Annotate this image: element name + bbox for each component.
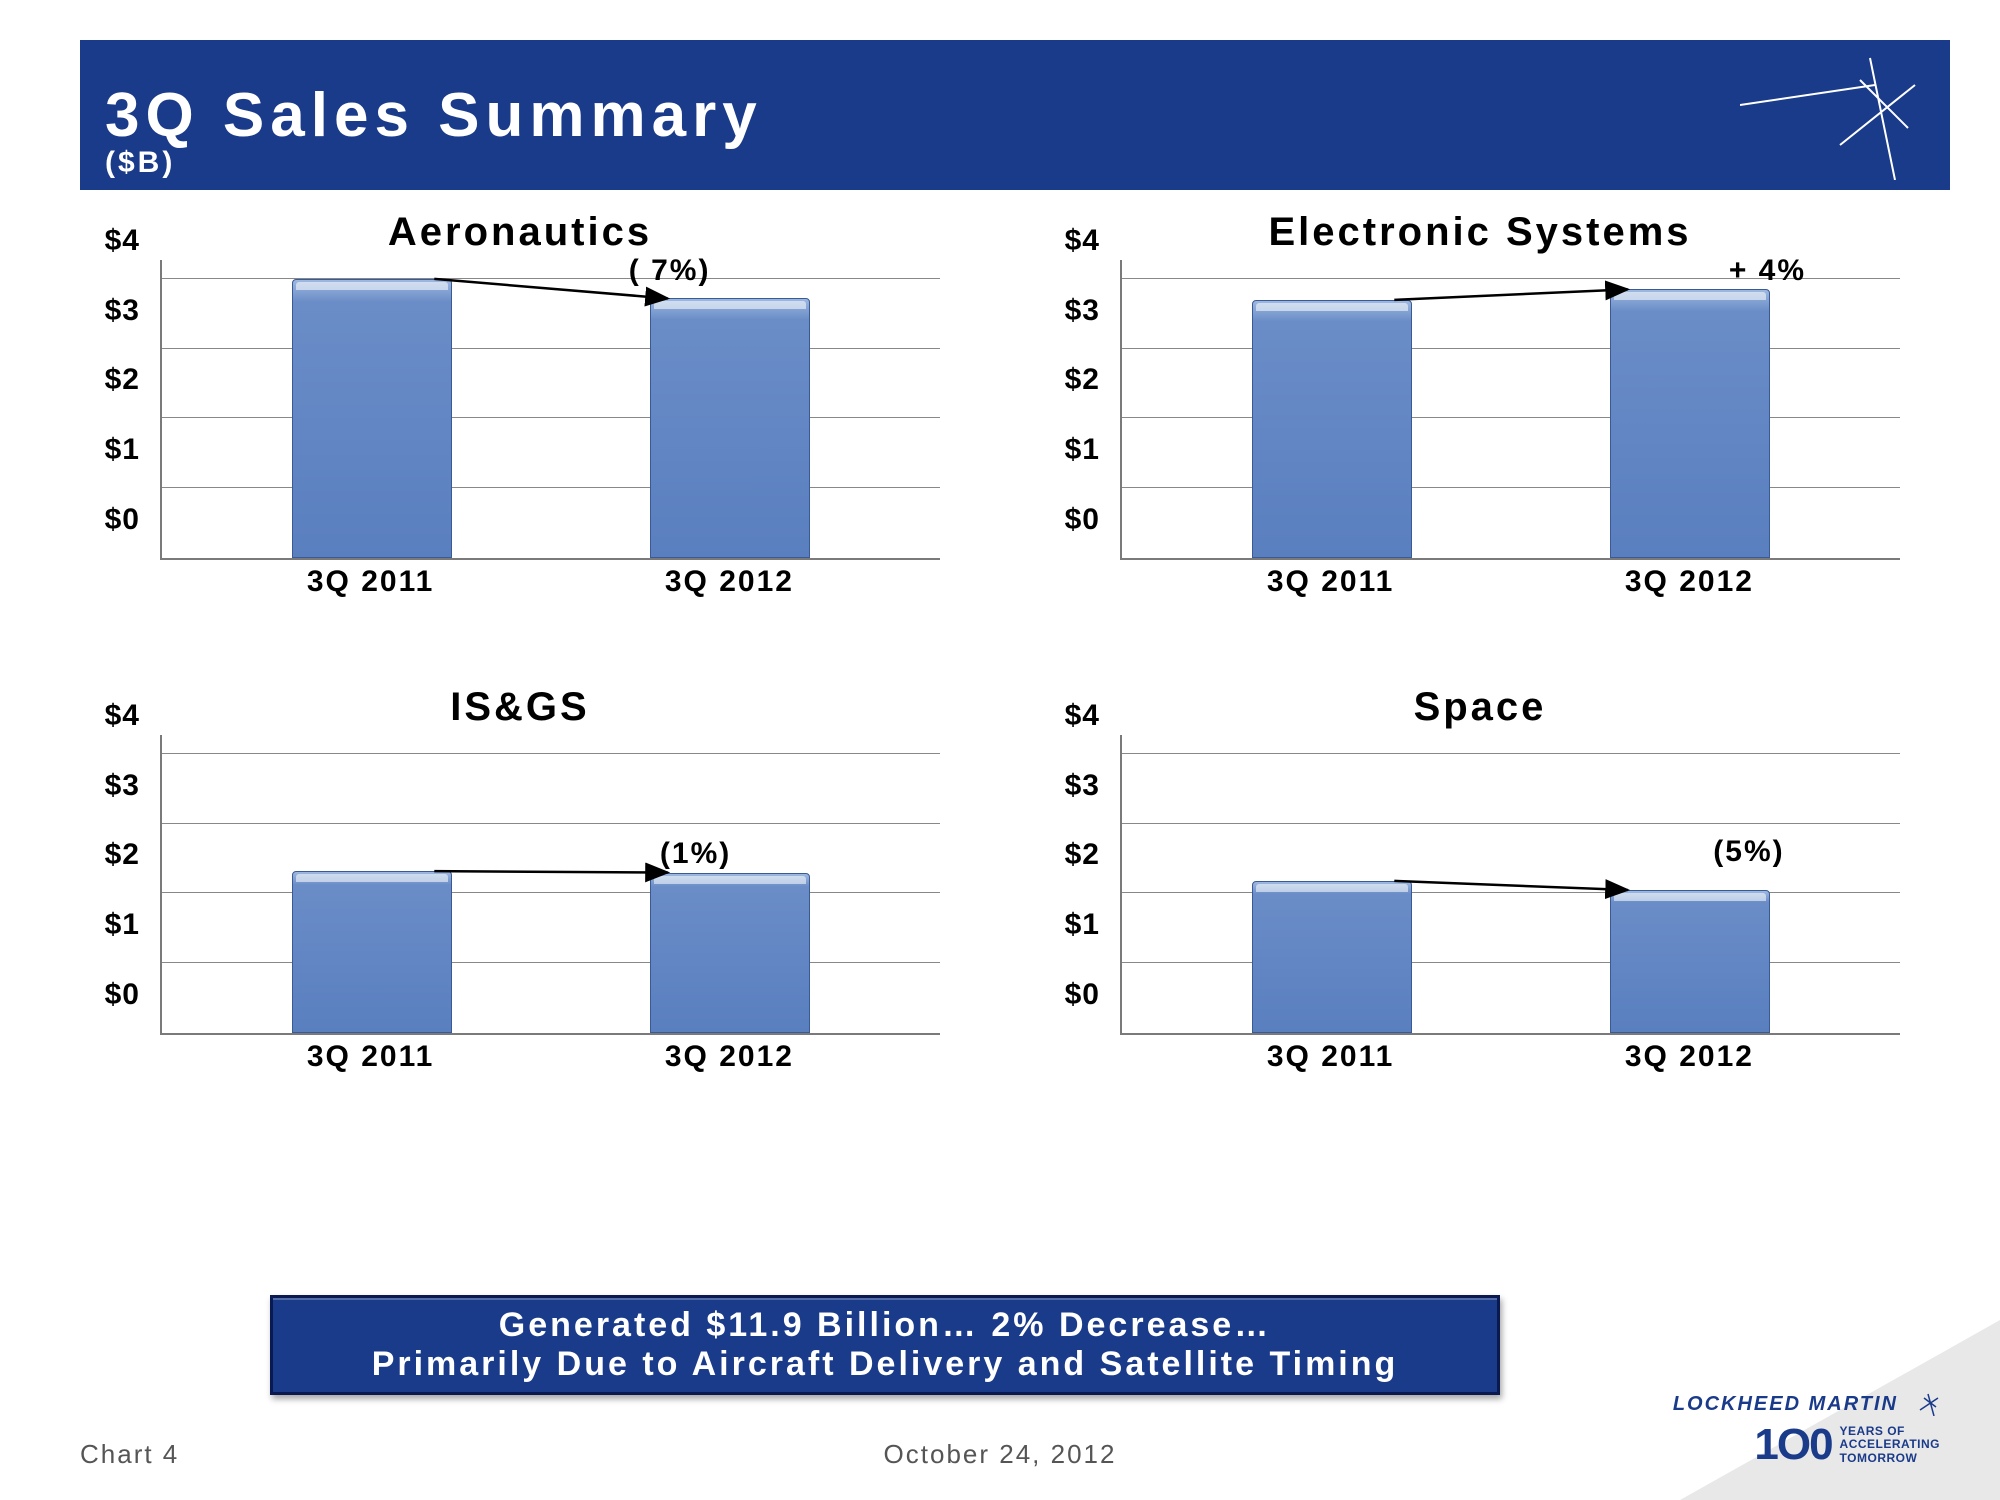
trend-arrow <box>1122 735 1900 1035</box>
company-name: LOCKHEED MARTIN <box>1673 1393 1898 1416</box>
y-tick-label: $1 <box>1065 433 1100 467</box>
trend-arrow <box>162 735 940 1035</box>
gridline <box>1122 962 1900 963</box>
gridline <box>162 962 940 963</box>
y-tick-label: $0 <box>1065 978 1100 1012</box>
x-tick-label: 3Q 2012 <box>665 1040 794 1074</box>
gridline <box>162 487 940 488</box>
y-tick-label: $0 <box>105 503 140 537</box>
y-tick-label: $2 <box>1065 363 1100 397</box>
y-tick-label: $3 <box>105 294 140 328</box>
y-tick-label: $0 <box>105 978 140 1012</box>
change-label: + 4% <box>1729 254 1806 288</box>
chart-title: Aeronautics <box>80 210 960 255</box>
gridline <box>1122 417 1900 418</box>
chart-area: $0$1$2$3$4( 7%)3Q 20113Q 2012 <box>160 260 940 600</box>
gridline <box>162 892 940 893</box>
y-tick-label: $1 <box>105 433 140 467</box>
footer-company-logo: LOCKHEED MARTIN 1O0 YEARS OF ACCELERATIN… <box>1673 1392 1940 1470</box>
gridline <box>162 278 940 279</box>
x-tick-label: 3Q 2011 <box>1267 1040 1394 1074</box>
chart-title: Space <box>1040 685 1920 730</box>
gridline <box>1122 753 1900 754</box>
chart-title: Electronic Systems <box>1040 210 1920 255</box>
y-axis: $0$1$2$3$4 <box>80 260 150 560</box>
y-tick-label: $2 <box>1065 838 1100 872</box>
bar <box>650 873 810 1033</box>
x-tick-label: 3Q 2011 <box>1267 565 1394 599</box>
y-axis: $0$1$2$3$4 <box>80 735 150 1035</box>
x-tick-label: 3Q 2011 <box>307 565 434 599</box>
lockheed-star-icon-small <box>1904 1392 1940 1416</box>
chart-panel: Electronic Systems$0$1$2$3$4+ 4%3Q 20113… <box>1040 210 1920 655</box>
y-tick-label: $1 <box>105 908 140 942</box>
anniversary-number: 1O0 <box>1754 1420 1831 1470</box>
y-tick-label: $4 <box>1065 224 1100 258</box>
bar <box>292 871 452 1033</box>
y-tick-label: $1 <box>1065 908 1100 942</box>
chart-panel: Space $0 $1 $2 $3 $4 (5%) 3Q 2011 3Q 2012 <box>1040 685 1920 1130</box>
footer-chart-number: Chart 4 <box>80 1439 179 1470</box>
bar <box>1252 881 1412 1033</box>
summary-line-2: Primarily Due to Aircraft Delivery and S… <box>293 1345 1477 1384</box>
slide-title: 3Q Sales Summary <box>105 80 763 151</box>
x-tick-label: 3Q 2011 <box>307 1040 434 1074</box>
anniversary-tagline: YEARS OF ACCELERATING TOMORROW <box>1840 1425 1940 1465</box>
change-label: (5%) <box>1713 835 1784 869</box>
y-tick-label: $2 <box>105 363 140 397</box>
change-label: ( 7%) <box>629 254 711 288</box>
chart-area: $0$1$2$3$4(5%)3Q 20113Q 2012 <box>1120 735 1900 1075</box>
lockheed-star-icon <box>1740 50 1920 180</box>
trend-arrow <box>1122 260 1900 560</box>
x-axis: 3Q 2011 3Q 2012 <box>1120 565 1900 605</box>
gridline <box>162 348 940 349</box>
x-axis: 3Q 2011 3Q 2012 <box>1120 1040 1900 1080</box>
gridline <box>1122 348 1900 349</box>
plot-region: + 4% <box>1120 260 1900 560</box>
y-tick-label: $4 <box>105 224 140 258</box>
plot-region: (1%) <box>160 735 940 1035</box>
summary-callout: Generated $11.9 Billion… 2% Decrease… Pr… <box>270 1295 1500 1395</box>
chart-panel: IS&GS $0 $1 $2 $3 $4 (1%) 3Q 2011 3Q 2012 <box>80 685 960 1130</box>
bar <box>1252 300 1412 558</box>
y-tick-label: $2 <box>105 838 140 872</box>
plot-region: ( 7%) <box>160 260 940 560</box>
gridline <box>162 753 940 754</box>
chart-area: $0$1$2$3$4+ 4%3Q 20113Q 2012 <box>1120 260 1900 600</box>
chart-title: IS&GS <box>80 685 960 730</box>
y-tick-label: $4 <box>105 699 140 733</box>
y-tick-label: $0 <box>1065 503 1100 537</box>
gridline <box>162 823 940 824</box>
x-axis: 3Q 2011 3Q 2012 <box>160 565 940 605</box>
bar <box>650 298 810 558</box>
charts-grid: Aeronautics $0 $1 $2 $3 $4 ( 7%) 3Q 2011 3Q 2012… <box>80 210 1920 1130</box>
y-axis: $0$1$2$3$4 <box>1040 260 1110 560</box>
y-tick-label: $4 <box>1065 699 1100 733</box>
x-tick-label: 3Q 2012 <box>1625 1040 1754 1074</box>
y-tick-label: $3 <box>1065 294 1100 328</box>
slide-header: 3Q Sales Summary ($B) <box>80 40 1950 190</box>
y-tick-label: $3 <box>1065 769 1100 803</box>
chart-area: $0$1$2$3$4(1%)3Q 20113Q 2012 <box>160 735 940 1075</box>
gridline <box>1122 823 1900 824</box>
chart-panel: Aeronautics $0 $1 $2 $3 $4 ( 7%) 3Q 2011 3Q 2012 <box>80 210 960 655</box>
slide-subtitle: ($B) <box>105 146 175 180</box>
trend-arrow <box>162 260 940 560</box>
y-tick-label: $3 <box>105 769 140 803</box>
x-tick-label: 3Q 2012 <box>665 565 794 599</box>
bar <box>1610 289 1770 558</box>
x-axis: 3Q 2011 3Q 2012 <box>160 1040 940 1080</box>
gridline <box>162 417 940 418</box>
gridline <box>1122 487 1900 488</box>
summary-line-1: Generated $11.9 Billion… 2% Decrease… <box>293 1306 1477 1345</box>
bar <box>292 279 452 558</box>
bar <box>1610 890 1770 1033</box>
gridline <box>1122 892 1900 893</box>
footer-date: October 24, 2012 <box>884 1439 1117 1470</box>
change-label: (1%) <box>660 837 731 871</box>
y-axis: $0$1$2$3$4 <box>1040 735 1110 1035</box>
x-tick-label: 3Q 2012 <box>1625 565 1754 599</box>
plot-region: (5%) <box>1120 735 1900 1035</box>
